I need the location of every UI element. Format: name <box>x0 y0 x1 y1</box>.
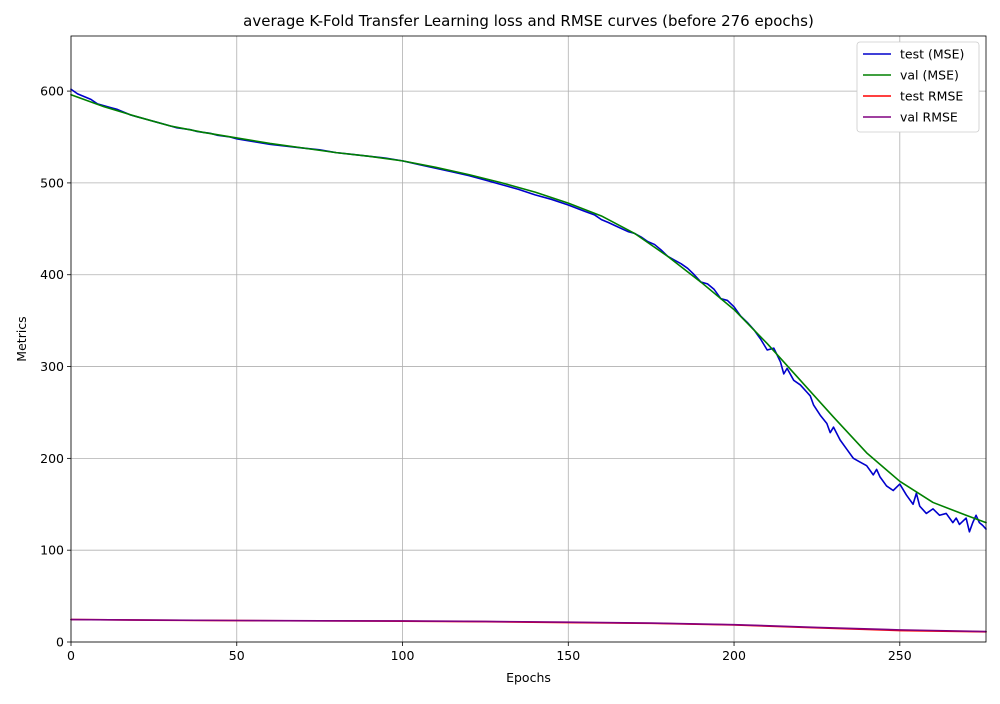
x-tick-label: 50 <box>229 648 245 663</box>
x-tick-label: 250 <box>888 648 912 663</box>
y-tick-label: 500 <box>40 175 64 190</box>
legend-label: test (MSE) <box>900 47 964 62</box>
x-axis-label: Epochs <box>506 670 551 685</box>
legend-box <box>856 41 980 133</box>
series-group <box>70 88 987 633</box>
legend-label: val RMSE <box>900 110 958 125</box>
legend-label: val (MSE) <box>900 68 959 83</box>
series-line-val-mse <box>70 93 987 524</box>
grid <box>70 36 986 643</box>
chart-title: average K-Fold Transfer Learning loss an… <box>243 12 814 30</box>
y-tick-label: 200 <box>40 451 64 466</box>
axis-ticks: 0 50 100 150 200 250 0 100 200 300 400 500 600 <box>40 84 912 663</box>
y-tick-label: 400 <box>40 267 64 282</box>
series-line-val-rmse <box>70 618 987 633</box>
y-tick-label: 600 <box>40 84 64 99</box>
y-tick-label: 300 <box>40 359 64 374</box>
x-tick-label: 0 <box>67 648 75 663</box>
x-tick-label: 100 <box>391 648 415 663</box>
legend: test (MSE) val (MSE) test RMSE val RMSE <box>856 41 980 133</box>
x-tick-label: 200 <box>722 648 746 663</box>
y-axis-label: Metrics <box>14 316 29 361</box>
x-tick-label: 150 <box>556 648 580 663</box>
y-tick-label: 100 <box>40 543 64 558</box>
legend-label: test RMSE <box>900 89 963 104</box>
plot-frame <box>70 35 987 643</box>
y-tick-label: 0 <box>56 635 64 650</box>
series-line-test-mse <box>70 88 987 533</box>
